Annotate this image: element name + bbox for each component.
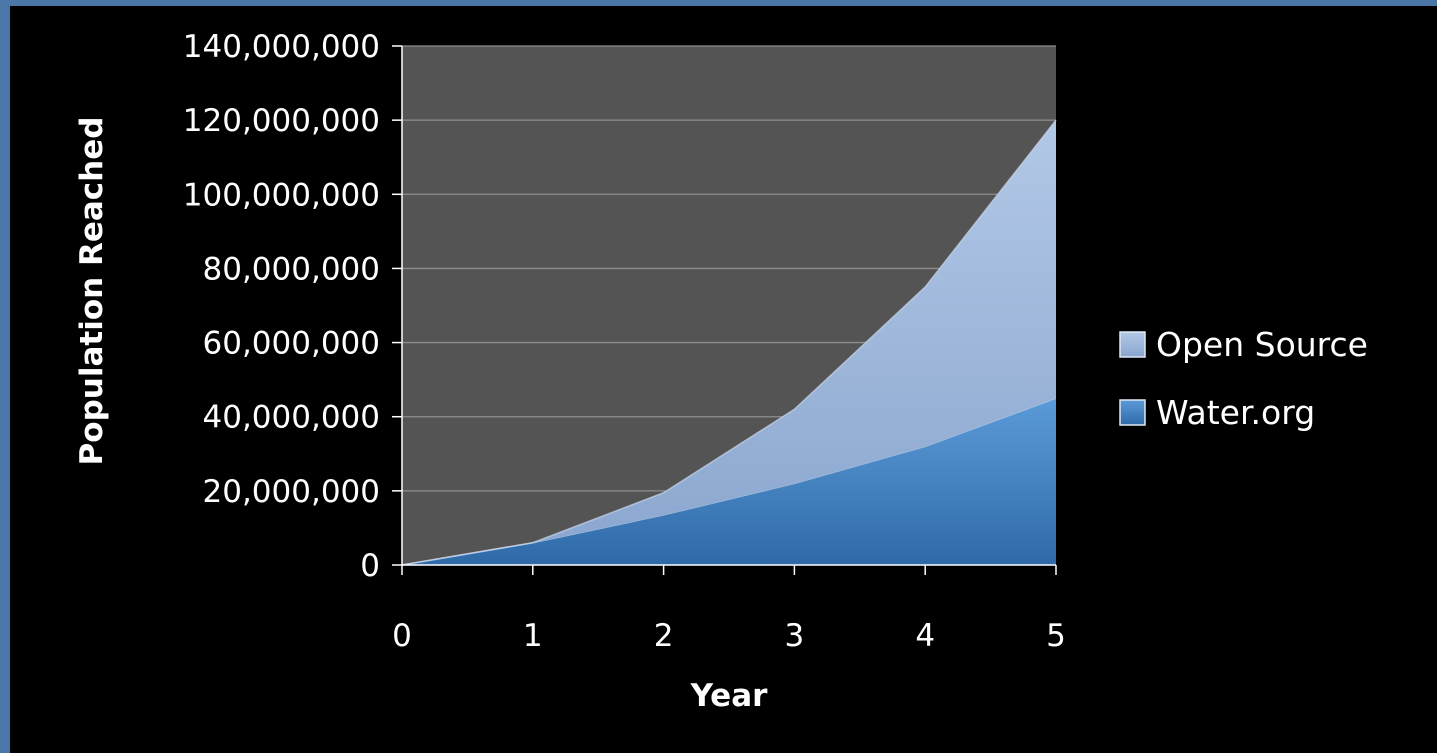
legend-swatch-open-source: [1119, 331, 1146, 358]
y-tick-label: 100,000,000: [183, 177, 380, 213]
y-axis-title: Population Reached: [74, 117, 110, 466]
area-water-org: [402, 398, 1056, 565]
y-tick-label: 40,000,000: [203, 400, 381, 436]
y-tick-label: 60,000,000: [203, 326, 381, 362]
y-tick-label: 20,000,000: [203, 474, 381, 510]
legend-swatch-water-org: [1119, 399, 1146, 426]
area-edge-open-source: [401, 119, 1057, 566]
x-tick-label: 0: [392, 618, 412, 654]
y-tick-label: 120,000,000: [183, 103, 380, 139]
y-tick-label: 80,000,000: [203, 251, 381, 287]
x-tick-label: 1: [523, 618, 543, 654]
y-axis-tick-labels: 0 20,000,000 40,000,000 60,000,000 80,000,00…: [183, 29, 380, 584]
x-tick-label: 3: [785, 618, 805, 654]
area-open-source: [402, 120, 1056, 566]
legend: Open Source Water.org: [1119, 325, 1368, 432]
slide-frame: 0 20,000,000 40,000,000 60,000,000 80,000,00…: [10, 6, 1437, 753]
y-tick-label: 140,000,000: [183, 29, 380, 65]
legend-label: Water.org: [1156, 393, 1315, 432]
x-axis-title: Year: [690, 678, 769, 714]
stacked-area-chart: 0 20,000,000 40,000,000 60,000,000 80,000,00…: [74, 29, 1368, 714]
axes: [392, 45, 1057, 575]
legend-label: Open Source: [1156, 325, 1368, 364]
x-tick-label: 5: [1046, 618, 1066, 654]
series-areas: [401, 119, 1057, 566]
gridlines: [402, 45, 1056, 492]
x-tick-label: 4: [915, 618, 935, 654]
x-tick-label: 2: [654, 618, 674, 654]
y-tick-label: 0: [360, 548, 380, 584]
x-axis-tick-labels: 0 1 2 3 4 5: [392, 618, 1066, 654]
